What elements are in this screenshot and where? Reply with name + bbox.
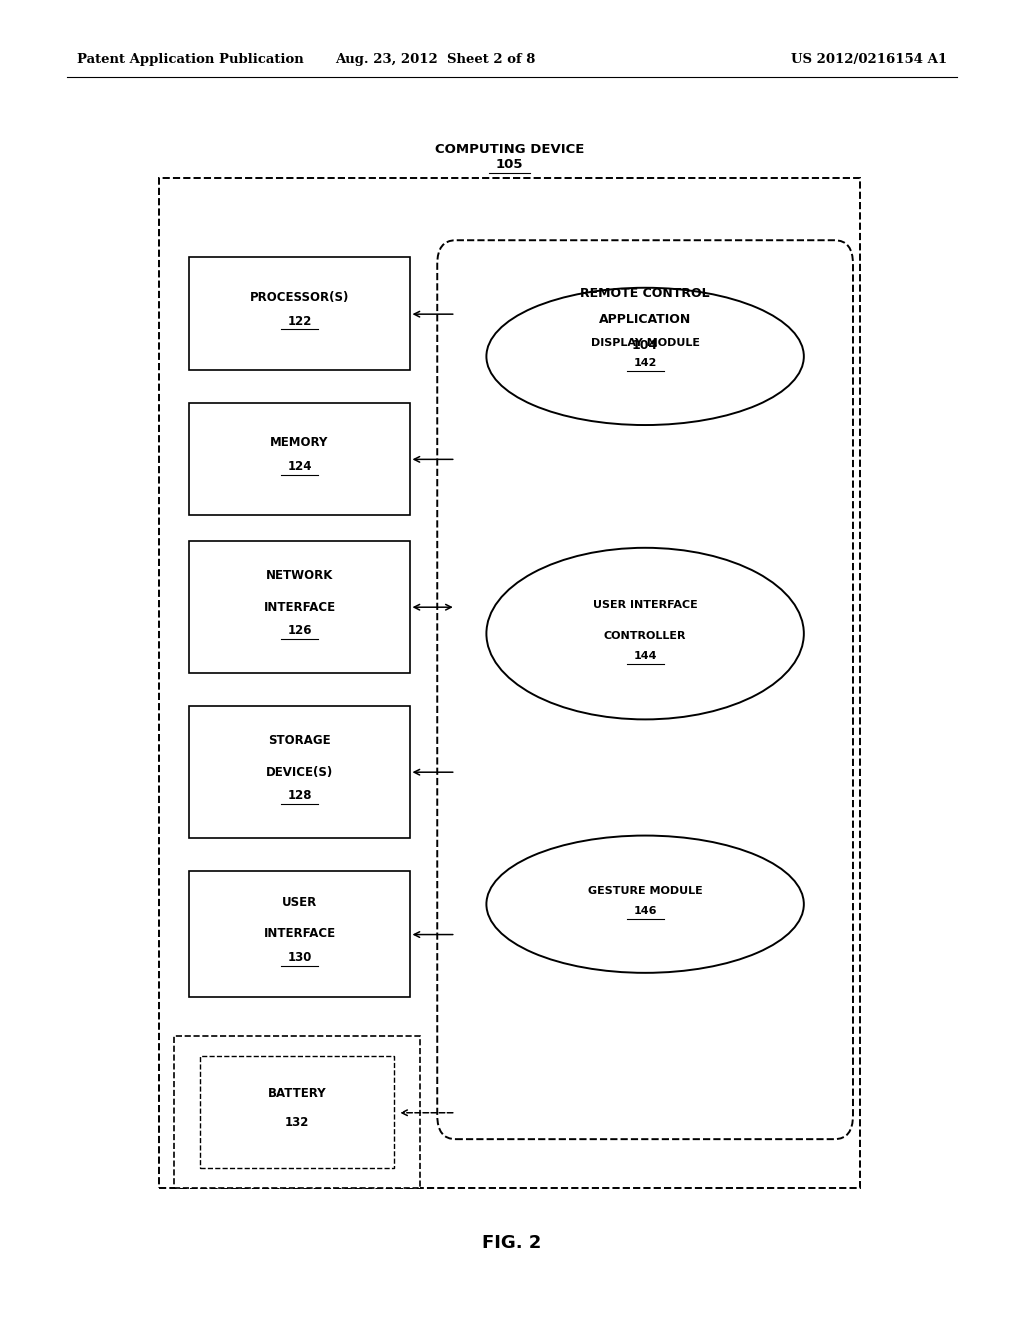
Text: REMOTE CONTROL: REMOTE CONTROL [581, 286, 710, 300]
Ellipse shape [486, 548, 804, 719]
Bar [159, 178, 860, 1188]
Text: FIG. 2: FIG. 2 [482, 1234, 542, 1253]
Text: NETWORK: NETWORK [266, 569, 333, 582]
Ellipse shape [486, 836, 804, 973]
Text: US 2012/0216154 A1: US 2012/0216154 A1 [792, 53, 947, 66]
Text: 142: 142 [634, 358, 656, 368]
Bar [200, 1056, 394, 1168]
Bar [189, 257, 410, 370]
Bar [189, 403, 410, 515]
Text: STORAGE: STORAGE [268, 734, 331, 747]
Text: PROCESSOR(S): PROCESSOR(S) [250, 292, 349, 304]
Bar [189, 871, 410, 997]
Bar [189, 706, 410, 838]
Text: 126: 126 [288, 624, 311, 638]
Text: 128: 128 [288, 789, 311, 803]
Bar [189, 541, 410, 673]
Text: CONTROLLER: CONTROLLER [604, 631, 686, 642]
Ellipse shape [486, 288, 804, 425]
Text: 144: 144 [634, 651, 656, 661]
Text: APPLICATION: APPLICATION [599, 313, 691, 326]
Text: Aug. 23, 2012  Sheet 2 of 8: Aug. 23, 2012 Sheet 2 of 8 [335, 53, 536, 66]
Text: COMPUTING DEVICE: COMPUTING DEVICE [435, 143, 584, 156]
Text: GESTURE MODULE: GESTURE MODULE [588, 886, 702, 896]
Text: MEMORY: MEMORY [270, 437, 329, 449]
Text: 104: 104 [632, 339, 658, 352]
Text: 122: 122 [288, 315, 311, 327]
Text: 146: 146 [634, 906, 656, 916]
Text: 105: 105 [496, 158, 523, 172]
Text: DISPLAY MODULE: DISPLAY MODULE [591, 338, 699, 348]
Text: BATTERY: BATTERY [267, 1088, 327, 1100]
FancyBboxPatch shape [437, 240, 853, 1139]
Text: 132: 132 [285, 1117, 309, 1129]
Bar [174, 1036, 420, 1188]
Text: USER: USER [282, 896, 317, 908]
Text: INTERFACE: INTERFACE [263, 928, 336, 940]
Text: Patent Application Publication: Patent Application Publication [77, 53, 303, 66]
Text: INTERFACE: INTERFACE [263, 601, 336, 614]
Text: 130: 130 [288, 952, 311, 964]
Text: USER INTERFACE: USER INTERFACE [593, 599, 697, 610]
Text: DEVICE(S): DEVICE(S) [266, 766, 333, 779]
Text: 124: 124 [288, 461, 311, 473]
